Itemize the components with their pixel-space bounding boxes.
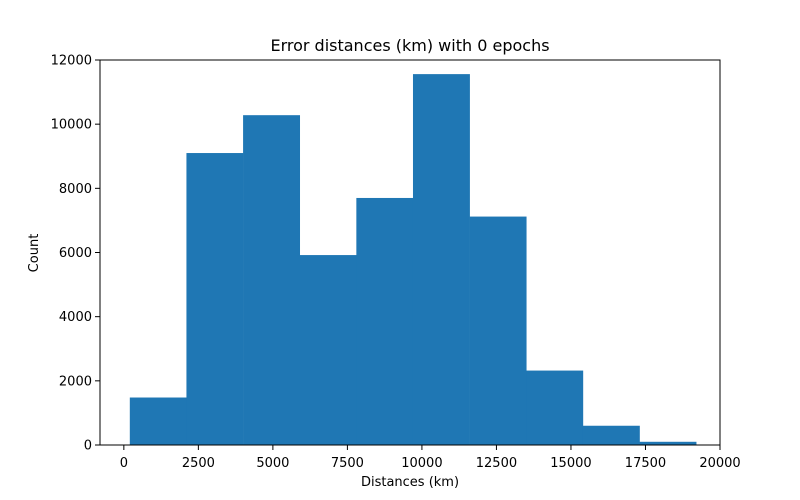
y-axis-label: Count — [27, 234, 42, 273]
chart-title: Error distances (km) with 0 epochs — [270, 36, 549, 55]
x-tick-label: 5000 — [256, 456, 289, 471]
y-tick-label: 0 — [84, 439, 92, 454]
histogram-bar-5 — [356, 197, 414, 445]
histogram-bar-9 — [582, 425, 640, 445]
histogram-bar-10 — [639, 441, 697, 445]
histogram-bar-1 — [129, 397, 187, 445]
histogram-bar-4 — [299, 255, 357, 445]
x-tick-label: 20000 — [699, 456, 740, 471]
x-tick-label: 10000 — [401, 456, 442, 471]
histogram-bar-3 — [243, 115, 301, 446]
x-axis-label: Distances (km) — [361, 475, 459, 490]
x-tick-label: 15000 — [550, 456, 591, 471]
histogram-bar-6 — [412, 74, 470, 446]
y-axis-ticks: 0 2000 4000 6000 8000 10000 12000 — [51, 54, 100, 454]
histogram-bar-7 — [469, 216, 527, 445]
y-tick-label: 8000 — [59, 182, 92, 197]
histogram-bar-8 — [526, 370, 584, 445]
y-tick-label: 12000 — [51, 54, 92, 69]
x-tick-label: 17500 — [625, 456, 666, 471]
x-tick-label: 7500 — [331, 456, 364, 471]
y-tick-label: 6000 — [59, 246, 92, 261]
plot-frame — [99, 59, 721, 446]
x-axis-ticks: 0 2500 5000 7500 10000 12500 15000 17500 20000 — [120, 445, 741, 471]
y-tick-label: 2000 — [59, 374, 92, 389]
bars-group — [129, 74, 697, 446]
x-tick-label: 2500 — [182, 456, 215, 471]
x-tick-label: 0 — [120, 456, 128, 471]
y-tick-label: 4000 — [59, 310, 92, 325]
y-tick-label: 10000 — [51, 118, 92, 133]
x-tick-label: 12500 — [476, 456, 517, 471]
histogram-bar-2 — [186, 153, 244, 446]
